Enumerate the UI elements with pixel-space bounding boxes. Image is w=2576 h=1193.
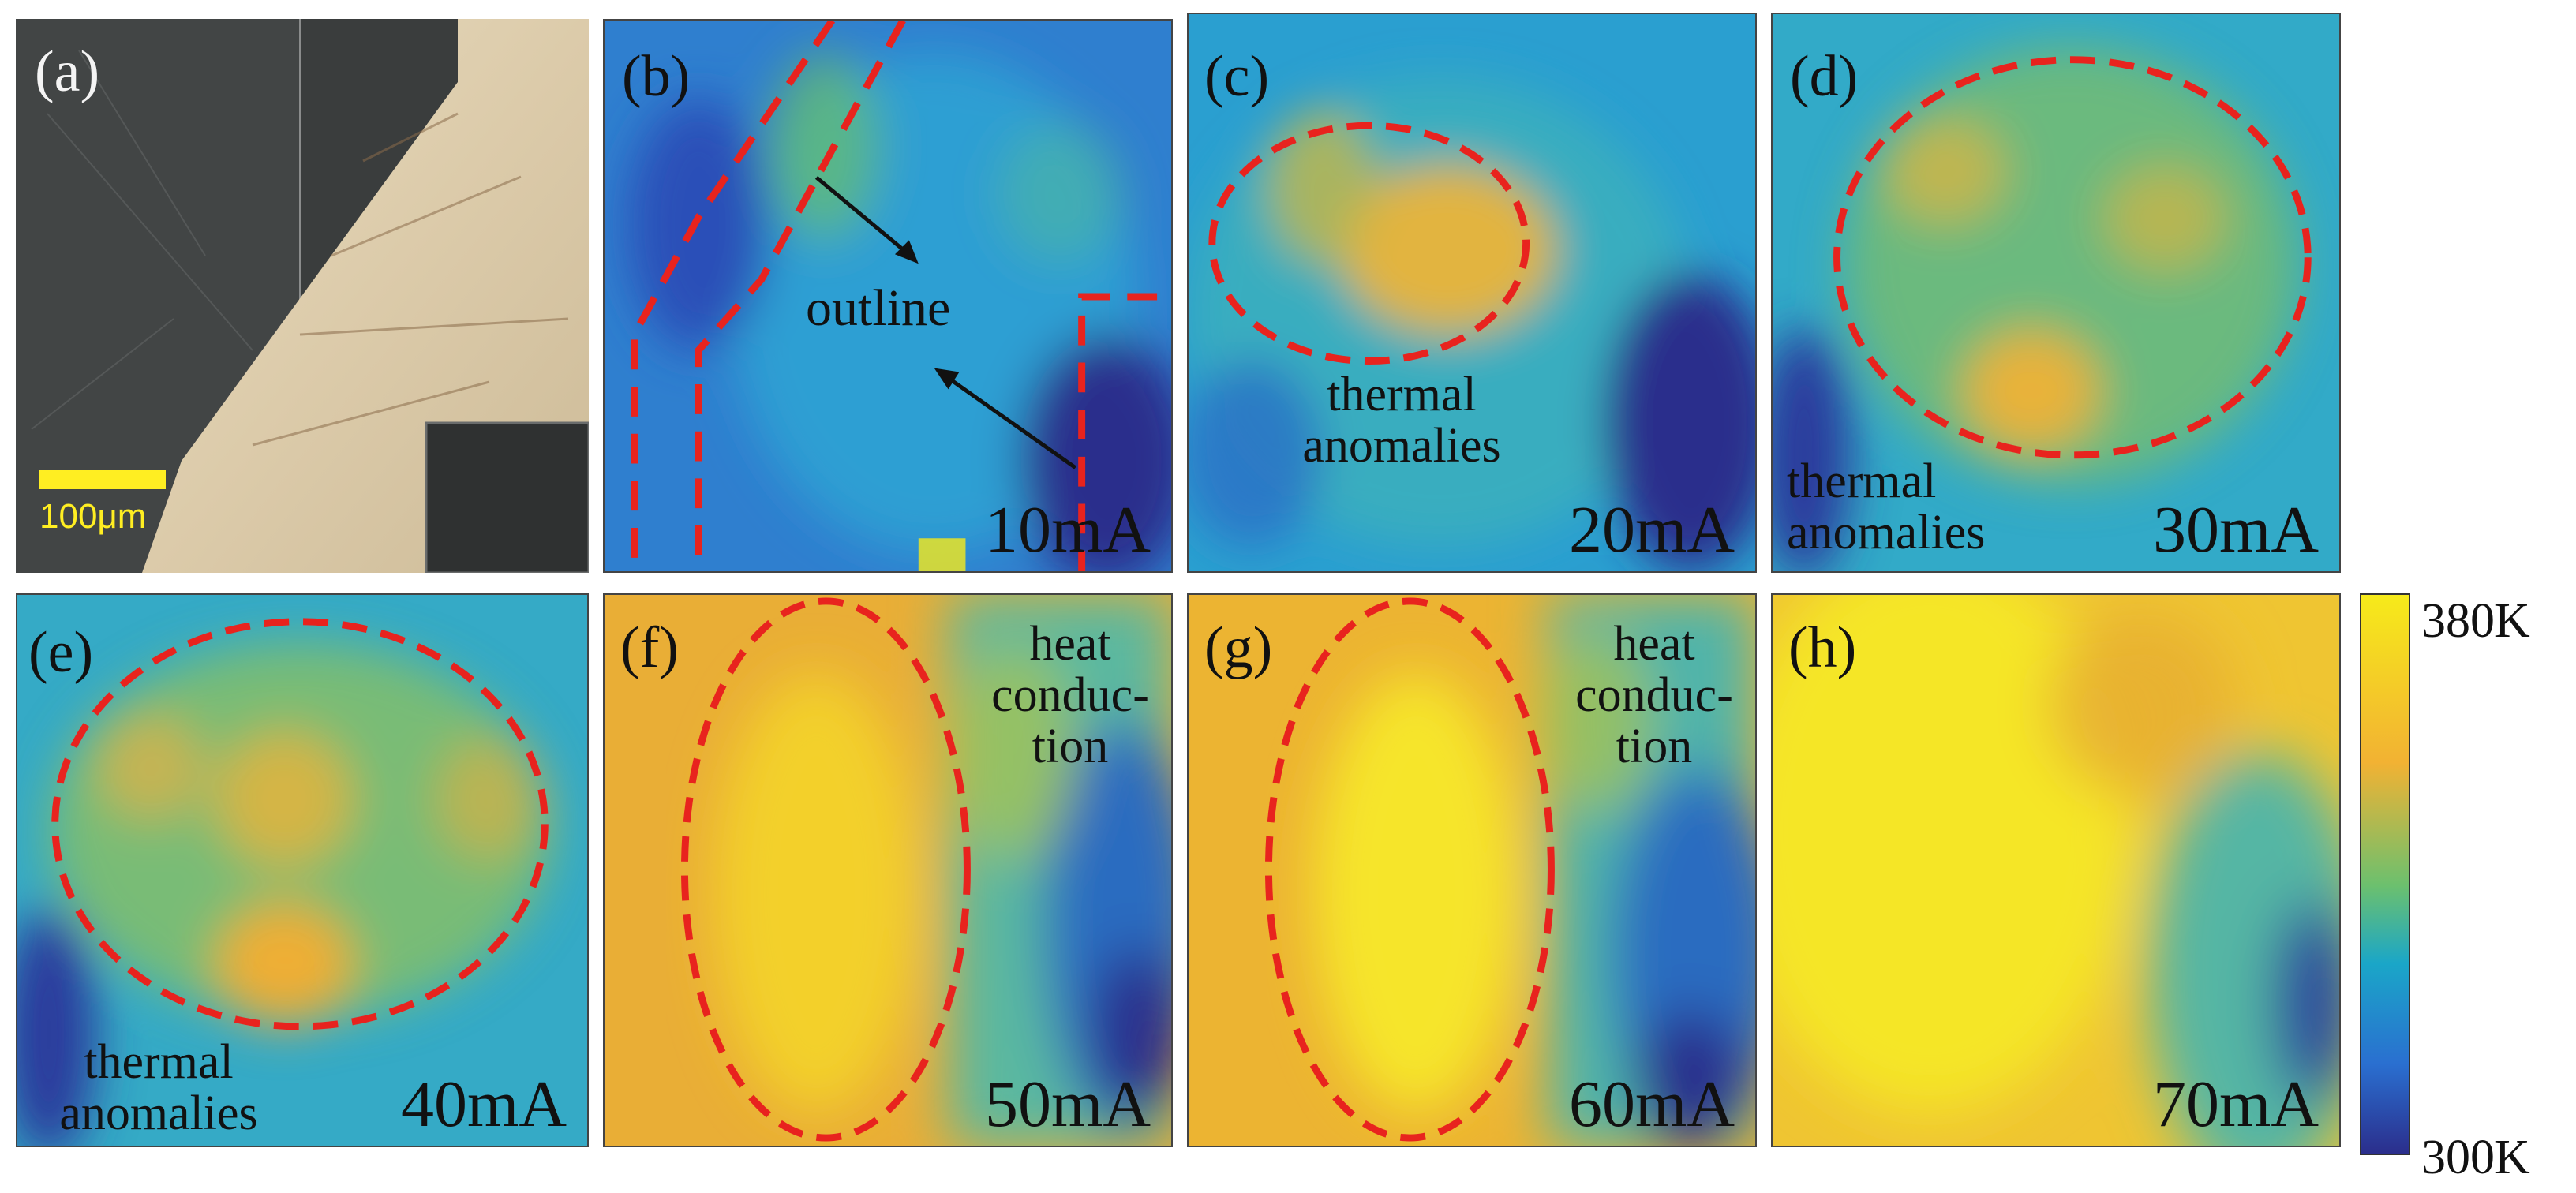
panel-f-thermal-map: (f) heat conduc- tion 50mA	[603, 593, 1173, 1147]
micrograph-image	[16, 19, 589, 573]
panel-d-label: (d)	[1790, 44, 1859, 109]
panel-d-thermal-map: (d) thermal anomalies 30mA	[1771, 13, 2341, 573]
panel-h-current: 70mA	[2153, 1068, 2319, 1141]
panel-a-micrograph: (a) 100μm	[16, 19, 589, 573]
panel-c-label: (c)	[1204, 44, 1270, 109]
heat-conduction-annotation-f: heat conduc- tion	[991, 617, 1149, 774]
panel-c-current: 20mA	[1569, 493, 1735, 567]
panel-c-thermal-map: (c) thermal anomalies 20mA	[1187, 13, 1757, 573]
panel-g-label: (g)	[1204, 615, 1273, 680]
panel-d-current: 30mA	[2153, 493, 2319, 567]
panel-h-thermal-map: (h) 70mA	[1771, 593, 2341, 1147]
colorbar-min-label: 300K	[2421, 1131, 2530, 1184]
panel-f-current: 50mA	[985, 1068, 1151, 1141]
thermal-map-h	[1773, 595, 2339, 1146]
panel-e-current: 40mA	[401, 1068, 567, 1141]
panel-b-current: 10mA	[985, 493, 1151, 567]
colorbar	[2360, 593, 2410, 1155]
outline-annotation: outline	[806, 279, 951, 337]
colorbar-max-label: 380K	[2421, 594, 2530, 648]
thermal-map-f	[605, 595, 1171, 1146]
thermal-map-c	[1189, 14, 1755, 571]
thermal-anomalies-annotation-c: thermal anomalies	[1302, 368, 1501, 473]
scale-bar	[39, 470, 166, 489]
panel-b-thermal-map: (b) outline 10mA	[603, 19, 1173, 573]
panel-g-current: 60mA	[1569, 1068, 1735, 1141]
thermal-map-d	[1773, 14, 2339, 571]
thermal-anomalies-annotation-d: thermal anomalies	[1787, 454, 1986, 560]
panel-b-label: (b)	[622, 44, 691, 109]
panel-e-label: (e)	[28, 620, 94, 685]
thermal-map-g	[1189, 595, 1755, 1146]
thermal-map-e	[17, 595, 587, 1146]
heat-conduction-annotation-g: heat conduc- tion	[1575, 617, 1733, 774]
panel-g-thermal-map: (g) heat conduc- tion 60mA	[1187, 593, 1757, 1147]
scale-bar-label: 100μm	[39, 497, 147, 536]
thermal-map-b	[605, 21, 1171, 571]
panel-a-label: (a)	[35, 39, 100, 104]
panel-f-label: (f)	[620, 615, 679, 680]
panel-e-thermal-map: (e) thermal anomalies 40mA	[16, 593, 589, 1147]
thermal-anomalies-annotation-e: thermal anomalies	[59, 1035, 258, 1141]
panel-h-label: (h)	[1788, 615, 1857, 680]
